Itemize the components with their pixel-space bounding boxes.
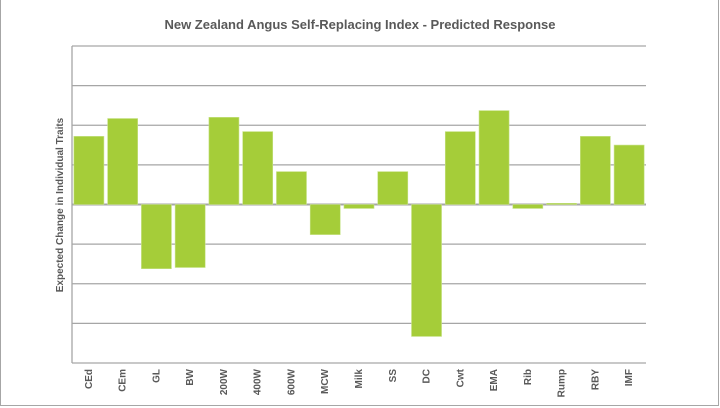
x-tick-cem: CEm	[118, 369, 129, 392]
bar-dc	[411, 204, 442, 337]
x-tick-rib: Rib	[523, 369, 534, 385]
chart-title: New Zealand Angus Self-Replacing Index -…	[164, 17, 556, 32]
x-tick-ced: CEd	[84, 369, 95, 389]
x-tick-labels: CEd CEm GL BW 200W 400W 600W MCW Milk SS DC Cwt EMA R…	[84, 368, 635, 397]
x-tick-mcw: MCW	[320, 368, 331, 394]
bar-200w	[208, 117, 240, 205]
bar-gl	[141, 204, 172, 269]
bar-bw	[174, 204, 206, 268]
bar-rib	[512, 204, 544, 209]
bar-milk	[343, 204, 375, 209]
x-tick-600w: 600W	[286, 368, 297, 395]
gridlines	[71, 45, 646, 364]
bar-mcw	[309, 204, 341, 235]
x-tick-rump: Rump	[557, 369, 568, 397]
x-tick-dc: DC	[422, 369, 433, 383]
bar-cwt	[444, 131, 476, 205]
x-tick-bw: BW	[185, 368, 196, 385]
bar-imf	[613, 144, 645, 205]
bar-cem	[107, 118, 138, 205]
x-tick-ema: EMA	[489, 369, 500, 391]
x-tick-gl: GL	[151, 369, 162, 383]
x-tick-400w: 400W	[253, 368, 264, 395]
x-tick-milk: Milk	[354, 369, 365, 389]
bars	[73, 110, 645, 337]
bar-ced	[73, 136, 105, 205]
x-tick-imf: IMF	[624, 369, 635, 386]
y-axis-label: Expected Change in Individual Traits	[55, 117, 66, 292]
x-tick-200w: 200W	[219, 368, 230, 395]
x-tick-rby: RBY	[590, 369, 601, 390]
bar-ss	[377, 171, 409, 205]
bar-rby	[580, 136, 611, 205]
x-tick-ss: SS	[388, 369, 399, 383]
bar-400w	[242, 131, 274, 205]
bar-600w	[276, 171, 307, 205]
x-tick-cwt: Cwt	[455, 368, 466, 387]
bar-ema	[478, 110, 510, 205]
bar-rump	[546, 203, 577, 205]
